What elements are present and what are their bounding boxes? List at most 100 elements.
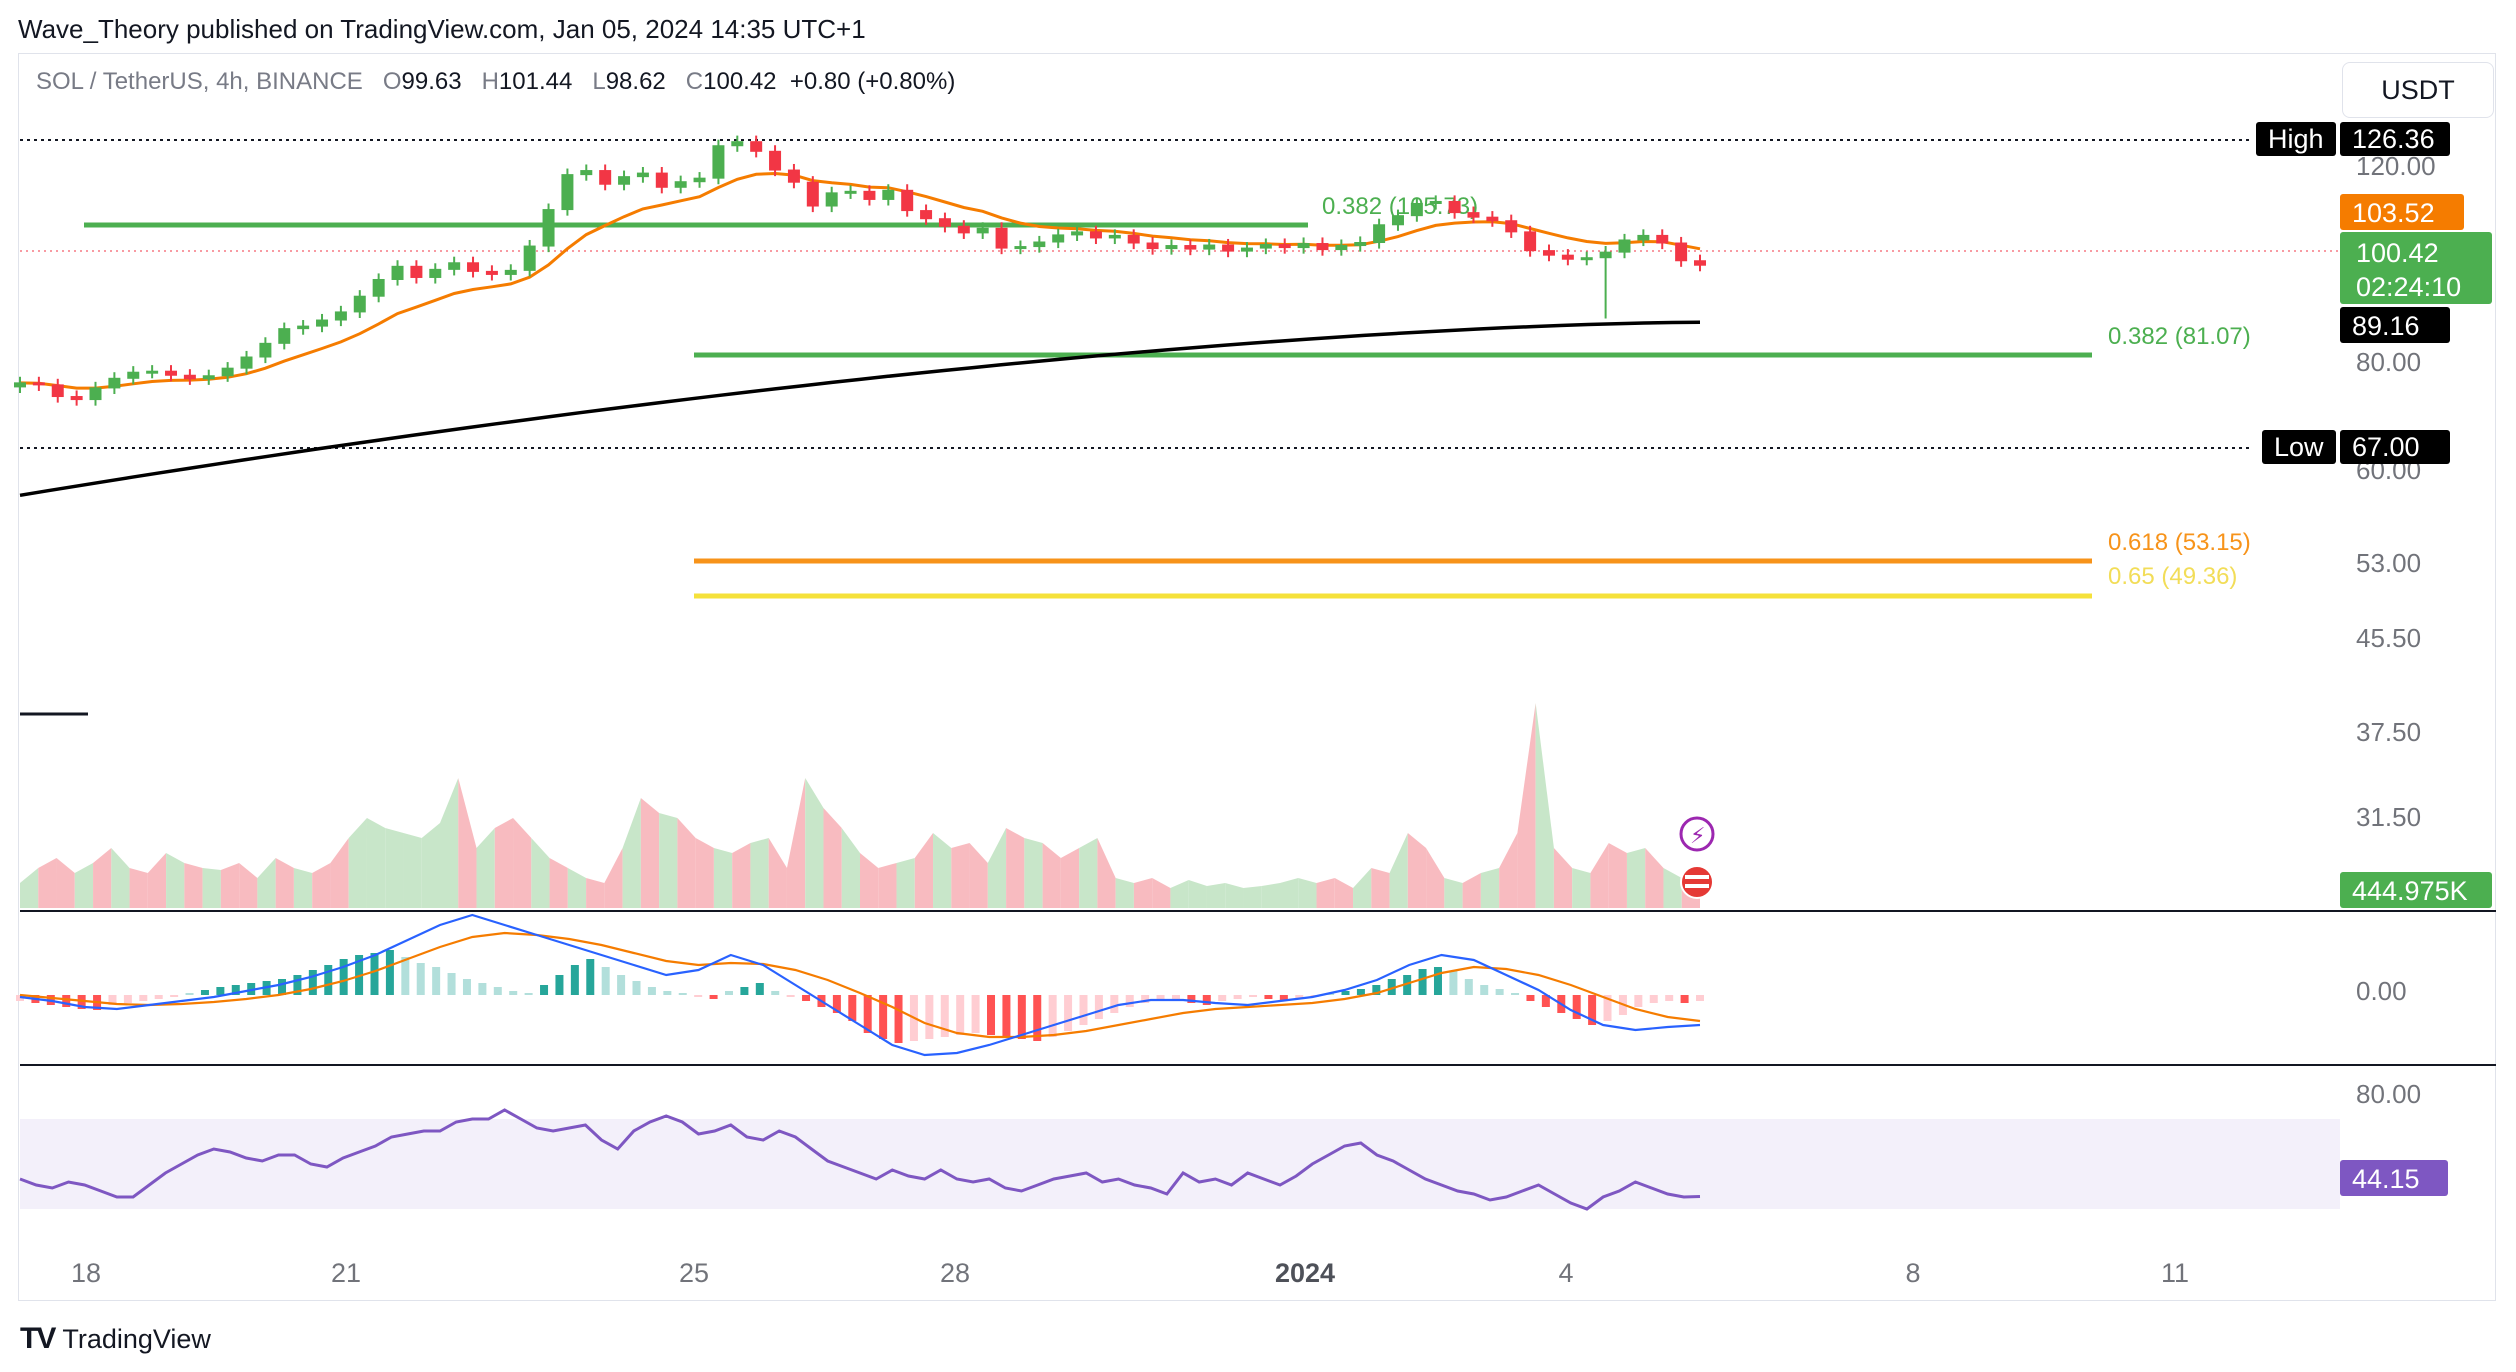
macd-histogram-bar xyxy=(77,995,86,1009)
volume-bar xyxy=(1353,868,1372,908)
currency-button[interactable]: USDT xyxy=(2342,62,2494,118)
volume-bar xyxy=(476,828,495,908)
volume-bar xyxy=(348,818,367,908)
macd-histogram-bar xyxy=(1048,995,1057,1037)
candle-body xyxy=(636,172,649,178)
macd-histogram-bar xyxy=(62,995,71,1007)
candle-body xyxy=(1203,244,1216,250)
candle-body xyxy=(1524,231,1537,252)
volume-bar xyxy=(275,858,294,908)
candle-body xyxy=(901,189,914,212)
macd-histogram-bar xyxy=(1480,985,1489,995)
low-tag-label-bg xyxy=(2262,430,2336,464)
footer-brand[interactable]: TradingView xyxy=(62,1323,211,1354)
low-tag-value-bg xyxy=(2340,430,2450,464)
candle-body xyxy=(1410,202,1423,217)
volume-bar xyxy=(366,818,386,908)
volume-bar xyxy=(1298,878,1317,908)
volume-bar xyxy=(1535,703,1554,908)
close-label: C xyxy=(685,68,704,95)
candle-body xyxy=(806,181,819,207)
macd-histogram-bar xyxy=(894,995,903,1043)
volume-bar xyxy=(1280,878,1299,908)
macd-histogram-bar xyxy=(940,995,949,1037)
rsi-band xyxy=(20,1119,2340,1209)
candle-body xyxy=(334,311,347,321)
macd-histogram-bar xyxy=(1202,995,1211,1005)
macd-histogram-bar xyxy=(278,979,287,995)
macd-histogram-bar xyxy=(740,987,749,995)
high-value: 101.44 xyxy=(498,68,573,95)
macd-histogram-bar xyxy=(1187,995,1196,1003)
candle-body xyxy=(297,325,310,330)
macd-histogram-bar xyxy=(802,995,811,1001)
symbol-label[interactable]: SOL / TetherUS, 4h, BINANCE xyxy=(36,68,363,95)
volume-bar xyxy=(74,863,94,908)
macd-zero-label: 0.00 xyxy=(2356,976,2407,1006)
volume-bar xyxy=(732,843,751,908)
macd-histogram-bar xyxy=(493,987,502,995)
macd-histogram-bar xyxy=(678,993,687,995)
volume-bar xyxy=(1024,838,1043,908)
candle-body xyxy=(1278,244,1291,249)
footer: TV TradingView xyxy=(20,1322,211,1356)
macd-histogram-bar xyxy=(540,985,549,995)
volume-bar xyxy=(257,858,276,908)
macd-histogram-bar xyxy=(1110,995,1119,1013)
candle-body xyxy=(504,269,517,275)
candle-body xyxy=(957,225,970,234)
candle-body xyxy=(221,367,234,377)
volume-bar xyxy=(129,868,148,908)
volume-bar xyxy=(330,838,349,908)
volume-bar xyxy=(604,848,623,908)
macd-histogram-bar xyxy=(1603,995,1612,1021)
high-label: H xyxy=(481,68,499,95)
candle-body xyxy=(316,319,329,327)
macd-histogram-bar xyxy=(786,995,795,997)
volume-bar xyxy=(622,798,641,908)
macd-histogram-bar xyxy=(709,995,718,999)
macd-histogram-bar xyxy=(1171,995,1180,1001)
candle-body xyxy=(259,342,272,358)
macd-histogram-bar xyxy=(1033,995,1042,1041)
low-label: L xyxy=(592,68,606,95)
us-flag-icon xyxy=(1685,884,1709,888)
macd-histogram-bar xyxy=(1017,995,1026,1039)
volume-bar xyxy=(1316,878,1335,908)
macd-histogram-bar xyxy=(647,987,656,995)
candle-body xyxy=(1580,257,1593,261)
candle-body xyxy=(1618,239,1631,253)
macd-histogram-bar xyxy=(509,991,518,995)
candle-body xyxy=(1297,243,1310,249)
volume-bar xyxy=(586,878,605,908)
candle-body xyxy=(1222,244,1235,252)
macd-histogram-bar xyxy=(1387,979,1396,995)
macd-histogram-bar xyxy=(1511,993,1520,995)
candle-body xyxy=(1467,212,1480,218)
tradingview-logo-icon[interactable]: TV xyxy=(20,1322,56,1355)
high-tag-value-bg xyxy=(2340,122,2450,156)
high-tag-label-bg xyxy=(2256,122,2336,156)
volume-bar xyxy=(1170,880,1189,908)
volume-bar xyxy=(841,828,860,908)
macd-histogram-bar xyxy=(1079,995,1088,1025)
candle-body xyxy=(1165,245,1178,250)
macd-histogram-bar xyxy=(432,967,441,995)
volume-bar xyxy=(1626,848,1646,908)
volume-bar xyxy=(1042,843,1061,908)
candle-body xyxy=(1448,200,1461,214)
macd-histogram-bar xyxy=(956,995,965,1035)
volume-bar xyxy=(951,843,970,908)
volume-bar xyxy=(1115,878,1134,908)
macd-histogram-bar xyxy=(601,967,610,995)
candle-body xyxy=(618,176,631,185)
time-tick-label: 25 xyxy=(679,1258,709,1288)
volume-bar xyxy=(823,808,842,908)
last-price-tag: 100.42 xyxy=(2356,238,2439,268)
macd-histogram-bar xyxy=(1064,995,1073,1031)
macd-histogram-bar xyxy=(1418,969,1427,995)
volume-bar xyxy=(93,848,112,908)
rsi-tag: 44.15 xyxy=(2352,1164,2420,1194)
chart-frame[interactable] xyxy=(18,53,2496,1301)
